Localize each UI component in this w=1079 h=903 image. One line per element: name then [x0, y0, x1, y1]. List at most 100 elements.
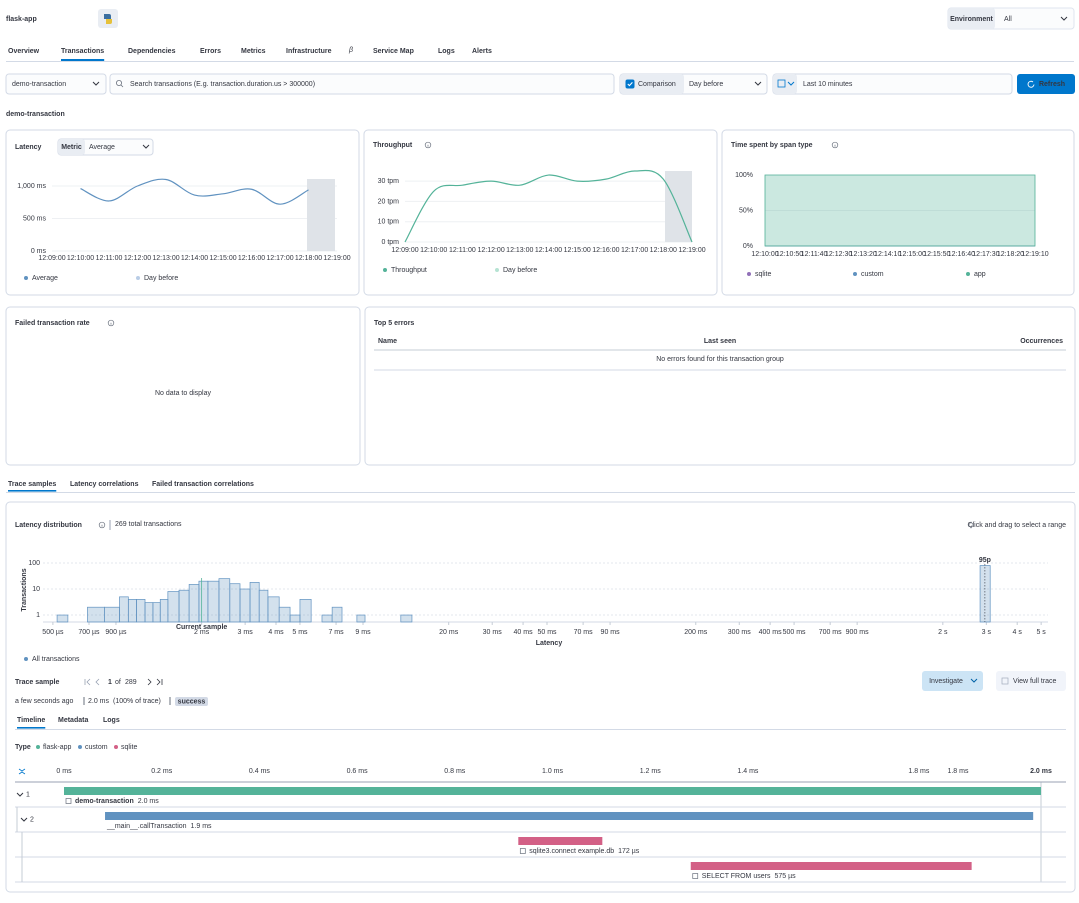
metric-label: Metric	[61, 144, 82, 151]
y-tick-label: 1,000 ms	[17, 183, 46, 190]
span-name: __main__.callTransaction	[106, 823, 187, 830]
table-header: Name	[378, 338, 397, 345]
legend-dot	[853, 272, 857, 276]
time-tick-label: 2.0 ms	[1030, 768, 1052, 775]
time-tick-label: 1.8 ms	[947, 768, 969, 775]
x-tick-label: 200 ms	[684, 629, 707, 636]
histogram-bar	[136, 599, 146, 623]
time-tick-label: 1.8 ms	[908, 768, 930, 775]
time-tick-label: 0.4 ms	[249, 768, 271, 775]
x-tick-label: 12:12:00	[477, 247, 504, 254]
legend-label: app	[974, 271, 986, 278]
comparison-checkbox[interactable]	[625, 79, 635, 89]
nav-tab[interactable]: Infrastructure	[286, 48, 332, 55]
time-tick-label: 0.8 ms	[444, 768, 466, 775]
nav-tab[interactable]: Alerts	[472, 48, 492, 55]
panel-title: Failed transaction rate	[15, 320, 90, 327]
nav-tab[interactable]: Logs	[438, 48, 455, 55]
histogram-bar	[198, 580, 209, 623]
sub-tab-underline	[8, 490, 57, 492]
first-page	[84, 678, 91, 686]
span-bar[interactable]	[64, 787, 1041, 795]
x-tick-label: 300 ms	[728, 629, 751, 636]
investigate-button[interactable]	[922, 671, 983, 691]
legend-dot	[24, 657, 28, 661]
chevron	[20, 817, 28, 822]
trace-tab[interactable]: Timeline	[17, 717, 45, 724]
page-total: 289	[125, 679, 137, 686]
nav-tab[interactable]: Service Map	[373, 48, 414, 55]
x-tick-label: 400 ms	[759, 629, 782, 636]
span-icon	[65, 798, 72, 804]
nav-tab[interactable]: Metrics	[241, 48, 266, 55]
sub-tab[interactable]: Trace samples	[8, 481, 56, 488]
child-count: 2	[30, 816, 34, 823]
x-tick-label: 12:15:50	[923, 251, 950, 258]
x-tick-label: 500 µs	[42, 629, 64, 636]
nav-tab[interactable]: Errors	[200, 48, 221, 55]
x-tick-label: 50 ms	[537, 629, 557, 636]
x-tick-label: 12:18:00	[295, 255, 322, 262]
nav-tab[interactable]: Overview	[8, 48, 40, 55]
sub-tab[interactable]: Latency correlations	[70, 481, 139, 488]
search-field[interactable]	[109, 73, 615, 95]
sub-tab[interactable]: Failed transaction correlations	[152, 481, 254, 488]
x-tick-label: 90 ms	[601, 629, 621, 636]
y-tick-label: 20 tpm	[378, 198, 400, 205]
legend-label: sqlite	[755, 271, 771, 278]
histogram-bar	[178, 589, 190, 623]
histogram-bar	[356, 614, 366, 623]
histogram-bar	[239, 588, 251, 623]
app-title: flask-app	[6, 16, 37, 23]
x-tick-label: 12:16:00	[592, 247, 619, 254]
x-tick-label: 20 ms	[439, 629, 459, 636]
nav-tab[interactable]: Transactions	[61, 48, 104, 55]
span-bar[interactable]	[690, 862, 972, 870]
x-tick-label: 12:17:00	[266, 255, 293, 262]
span-bar[interactable]	[518, 837, 603, 845]
x-tick-label: 12:11:00	[449, 247, 476, 254]
histogram-bar	[56, 614, 69, 623]
span-duration: 575 µs	[774, 873, 796, 880]
panel-title: Throughput	[373, 142, 413, 149]
legend-dot	[78, 745, 82, 749]
environment-label: Environment	[950, 16, 993, 23]
trace-tab[interactable]: Metadata	[58, 717, 88, 724]
transaction-type-select[interactable]	[5, 73, 107, 95]
x-tick-label: 12:13:00	[506, 247, 533, 254]
chevron	[92, 81, 100, 86]
investigate-label: Investigate	[929, 678, 963, 685]
y-tick-label: 0%	[743, 243, 753, 250]
x-tick-label: 12:19:10	[1021, 251, 1048, 258]
line	[80, 178, 309, 205]
x-tick-label: 9 ms	[355, 629, 371, 636]
beta-badge: β	[348, 47, 353, 54]
y-tick-label: 10 tpm	[378, 219, 400, 226]
span-bar[interactable]	[105, 812, 1034, 820]
chevron	[1060, 16, 1068, 21]
metric-label-box	[58, 139, 85, 155]
x-tick-label: 2 s	[938, 629, 948, 636]
metric-value: Average	[89, 144, 115, 151]
legend-label: All transactions	[32, 656, 80, 663]
chevron	[970, 678, 978, 683]
x-axis-title: Latency	[536, 640, 563, 647]
span-duration: 2.0 ms	[138, 798, 160, 805]
environment-label-box	[948, 8, 995, 29]
x-tick-label: 12:10:00	[67, 255, 94, 262]
refresh-button[interactable]	[1017, 74, 1075, 94]
panel	[5, 501, 1076, 893]
y-tick-label: 0 ms	[31, 248, 47, 255]
total-transactions: 269 total transactions	[115, 521, 182, 528]
x-tick-label: 12:17:30	[972, 251, 999, 258]
trace-duration: 2.0 ms	[88, 698, 110, 705]
nav-tab[interactable]: Dependencies	[128, 48, 176, 55]
comparison-label-box	[620, 74, 684, 94]
x-tick-label: 12:15:00	[899, 251, 926, 258]
collapse-all-icon	[18, 768, 26, 775]
time-tick-label: 0.6 ms	[347, 768, 369, 775]
range-hint: Click and drag to select a range	[968, 522, 1067, 529]
x-tick-label: 4 s	[1013, 629, 1023, 636]
x-tick-label: 700 ms	[819, 629, 842, 636]
trace-tab[interactable]: Logs	[103, 717, 120, 724]
